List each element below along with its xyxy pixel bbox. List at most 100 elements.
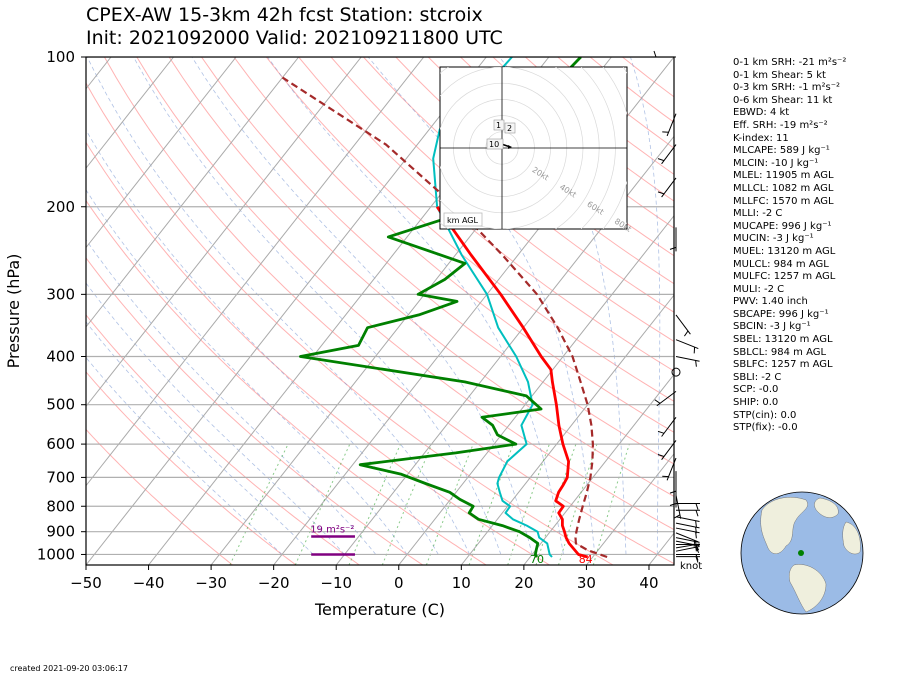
stat-line: MLCAPE: 589 J kg⁻¹ [733, 145, 830, 157]
isotherm [398, 214, 674, 565]
wind-barb-flag [683, 330, 689, 337]
stat-line: SBLCL: 984 m AGL [733, 346, 827, 358]
wind-barb [661, 177, 677, 198]
wind-barb-flag [669, 246, 677, 250]
surface-dewpoint-label: 70 [530, 553, 544, 566]
wind-barb-flag [674, 514, 681, 519]
stat-line: MLEL: 11905 m AGL [733, 170, 834, 182]
greenland-land [814, 497, 839, 518]
dry-adiabat [298, 57, 674, 372]
y-tick-label: 100 [46, 48, 75, 66]
calm-wind-circle [671, 367, 681, 377]
wind-barb-flag [695, 503, 699, 510]
wind-barb [675, 527, 700, 534]
wind-barb-flag [669, 503, 677, 506]
mixing-ratio-line [558, 443, 598, 565]
stat-line: MUCAPE: 996 J kg⁻¹ [733, 220, 832, 232]
wind-barb-flag [657, 191, 665, 195]
mixing-ratio-line [348, 443, 401, 565]
barb-unit-label: knot [680, 561, 702, 572]
wind-barb-flag [695, 541, 697, 548]
stats-panel: 0-1 km SRH: -21 m²s⁻² 0-1 km Shear: 5 kt 0… [733, 57, 846, 435]
wind-barbs [652, 50, 700, 563]
y-tick-label: 500 [46, 396, 75, 414]
stat-line: SCP: -0.0 [733, 384, 779, 396]
wind-barb-flag [657, 430, 665, 434]
plot-frame [85, 56, 675, 566]
stat-line: MLLFC: 1570 m AGL [733, 195, 834, 207]
x-tick-label: −20 [258, 574, 290, 592]
wind-barb-flag [654, 399, 661, 404]
hodograph-ring-label: 80kt [613, 217, 633, 234]
x-tick-label: 40 [639, 574, 658, 592]
hodograph-height-label: 10 [489, 140, 499, 149]
srh-label: 19 m²s⁻² [310, 524, 354, 535]
mixing-ratio-line [229, 443, 289, 565]
dry-adiabat [86, 371, 297, 565]
annotations: 19 m²s⁻² 70 84 knot [310, 524, 702, 572]
stat-line: 0-1 km SRH: -21 m²s⁻² [733, 57, 847, 68]
isotherm [86, 57, 425, 487]
dry-adiabat [168, 57, 674, 498]
stat-line: Eff. SRH: -19 m²s⁻² [733, 119, 828, 131]
background-lines [86, 57, 674, 565]
stat-line: MLLCL: 1082 m AGL [733, 182, 834, 194]
y-tick-label: 800 [46, 497, 75, 515]
hodograph-height-box [504, 122, 516, 134]
hodograph-unit-box [443, 212, 483, 227]
hodograph-height-marker: 1 [493, 119, 505, 131]
dry-adiabat [363, 57, 674, 313]
stat-line: MULI: -2 C [733, 283, 785, 295]
wind-barb-flag [695, 510, 699, 517]
dry-adiabat [86, 199, 487, 565]
moist-adiabat [86, 356, 283, 555]
dry-adiabat [265, 57, 674, 402]
moist-adiabat [86, 57, 470, 555]
stat-line: MUEL: 13120 m AGL [733, 245, 836, 257]
africa-europe-land [842, 521, 861, 555]
y-tick-label: 600 [46, 435, 75, 453]
surface-temperature-label: 84 [579, 553, 593, 566]
stat-line: MLLI: -2 C [733, 208, 783, 220]
isotherm [86, 57, 487, 565]
mixing-ratio-line [507, 443, 550, 565]
stat-line: 0-3 km SRH: -1 m²s⁻² [733, 82, 840, 94]
stat-line: SBCIN: -3 J kg⁻¹ [733, 321, 811, 333]
mixing-ratio-line [294, 443, 351, 565]
stat-line: STP(fix): -0.0 [733, 422, 798, 434]
mixing-ratio-line [425, 443, 474, 565]
created-timestamp: created 2021-09-20 03:06:17 [10, 664, 128, 673]
parcel-line [281, 76, 608, 559]
stat-line: MULCL: 984 m AGL [733, 258, 829, 270]
dry-adiabat [86, 257, 424, 565]
stat-line: 0-6 km Shear: 11 kt [733, 94, 833, 106]
y-tick-label: 400 [46, 348, 75, 366]
x-tick-label: 20 [514, 574, 533, 592]
moist-adiabat [630, 57, 661, 555]
moist-adiabat [86, 321, 314, 555]
moist-adiabat [367, 57, 596, 555]
hodograph-height-box [493, 119, 505, 131]
hodograph-arrow-icon [508, 145, 512, 149]
y-tick-label: 1000 [37, 545, 75, 563]
wetbulb-line [432, 57, 553, 558]
stat-line: K-index: 11 [733, 132, 789, 144]
stat-line: MLCIN: -10 J kg⁻¹ [733, 157, 819, 169]
y-tick-label: 300 [46, 285, 75, 303]
x-tick-label: 30 [577, 574, 596, 592]
north-america-land [760, 497, 808, 554]
wind-barb-flag [695, 526, 697, 534]
dry-adiabat [201, 57, 674, 465]
moist-adiabat [86, 129, 439, 555]
x-axis-label: Temperature (C) [314, 600, 445, 619]
stat-line: STP(cin): 0.0 [733, 409, 797, 421]
mixing-ratio-line [592, 443, 630, 565]
hodograph-height-box [486, 138, 504, 150]
moist-adiabat [86, 239, 377, 555]
isotherm [86, 57, 174, 169]
dry-adiabat [136, 57, 674, 531]
moist-adiabat [86, 189, 408, 555]
temperature-line [435, 205, 589, 559]
